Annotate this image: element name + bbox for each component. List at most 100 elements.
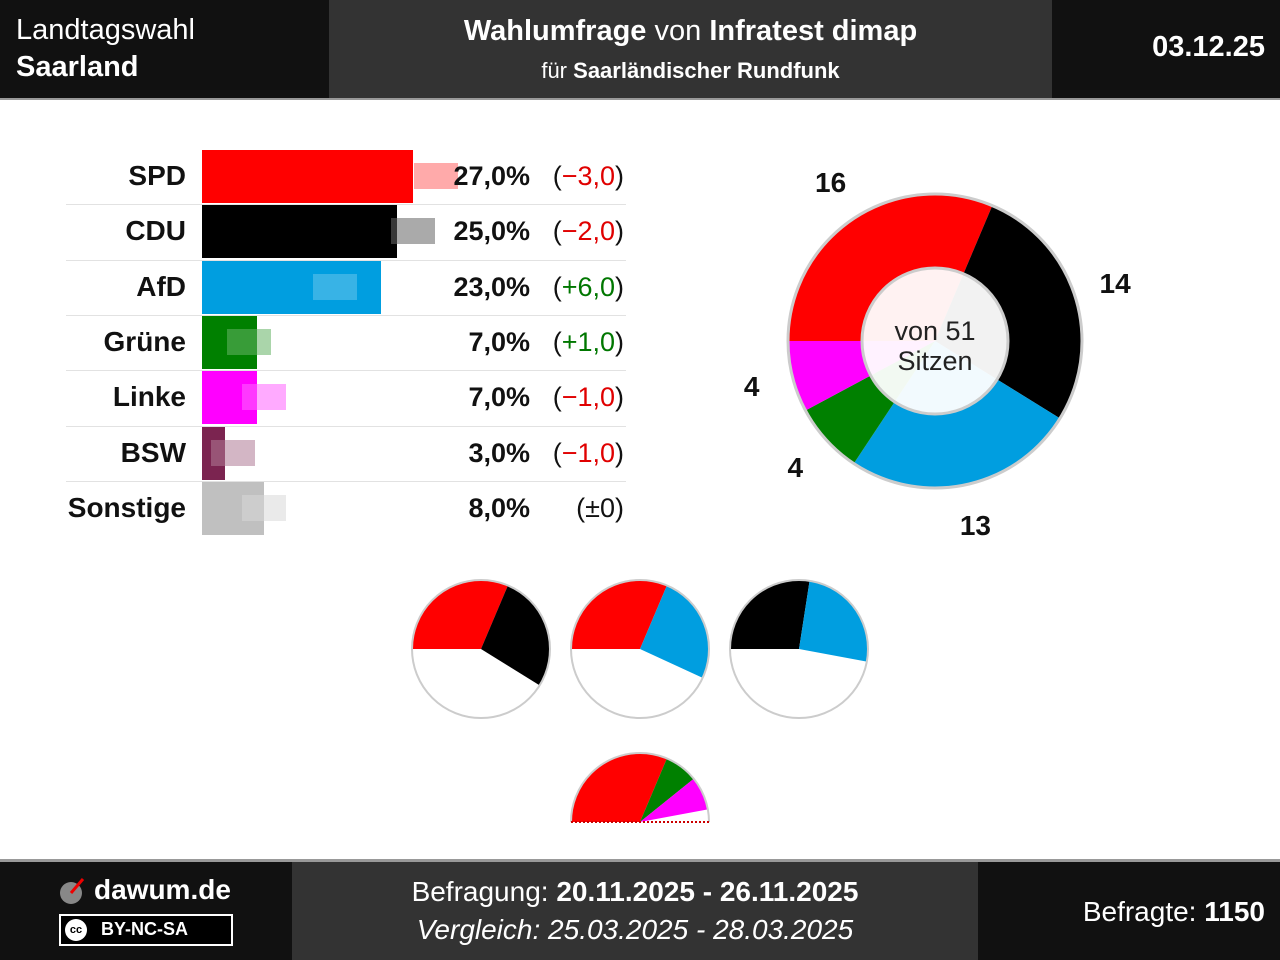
respondents-block: Befragte: 1150 xyxy=(979,862,1265,960)
coalition-outline xyxy=(729,579,869,719)
seat-center-label: von 51 Sitzen xyxy=(860,316,1010,376)
coalition-slice-afd xyxy=(640,585,710,678)
party-label-gruene: Grüne xyxy=(103,325,186,357)
coalition-slice-cdu xyxy=(481,585,550,686)
coalition-spd-gruene-linke xyxy=(570,752,710,823)
diff-label-spd: (−3,0) xyxy=(552,161,624,191)
seat-count-spd: 16 xyxy=(815,167,847,199)
compare-period: Vergleich: 25.03.2025 - 28.03.2025 xyxy=(292,914,978,946)
coalition-cdu-afd xyxy=(729,579,869,719)
previous-marker-cdu xyxy=(390,218,435,245)
page-title: Wahlumfrage von Infratest dimap xyxy=(329,15,1052,48)
compare-dates: 25.03.2025 - 28.03.2025 xyxy=(548,914,854,945)
value-label-spd: 27,0% xyxy=(453,161,530,191)
previous-marker-linke xyxy=(242,384,287,411)
row-separator xyxy=(66,480,626,482)
previous-marker-fill xyxy=(242,384,287,411)
survey-dates: 20.11.2025 - 26.11.2025 xyxy=(556,876,859,907)
header-divider xyxy=(0,98,1280,100)
survey-period: Befragung: 20.11.2025 - 26.11.2025 xyxy=(292,876,978,908)
party-label-cdu: CDU xyxy=(125,215,186,247)
value-label-cdu: 25,0% xyxy=(453,216,530,247)
party-label-afd: AfD xyxy=(136,270,186,302)
seat-count-cdu: 14 xyxy=(1099,267,1131,299)
creative-commons-icon: cc xyxy=(65,919,87,941)
previous-marker-fill xyxy=(390,218,435,245)
row-separator xyxy=(66,370,626,372)
title-word: Wahlumfrage xyxy=(463,15,647,47)
previous-marker-fill xyxy=(211,439,256,466)
title-connector: von xyxy=(654,15,702,47)
publish-date: 03.12.25 xyxy=(1152,31,1265,63)
license-text: BY-NC-SA xyxy=(101,919,189,939)
party-label-sonstige: Sonstige xyxy=(67,491,186,523)
previous-marker-bsw xyxy=(211,439,256,466)
party-label-spd: SPD xyxy=(128,160,186,191)
previous-marker-fill xyxy=(312,273,357,300)
diff-label-bsw: (−1,0) xyxy=(552,437,624,468)
party-label-bsw: BSW xyxy=(120,436,186,468)
footer-bar: dawum.de cc BY-NC-SA Befragung: 20.11.20… xyxy=(0,862,1280,960)
coalition-charts xyxy=(411,579,869,823)
value-label-afd: 23,0% xyxy=(453,271,530,302)
brand-block: dawum.de cc BY-NC-SA xyxy=(0,862,291,960)
election-label: Landtagswahl Saarland xyxy=(0,0,328,98)
value-label-linke: 7,0% xyxy=(468,382,530,413)
row-separator xyxy=(66,204,626,206)
previous-marker-fill xyxy=(242,494,287,521)
header-bar: Landtagswahl Saarland Wahlumfrage von In… xyxy=(0,0,1280,98)
coalition-slice-gruene xyxy=(640,758,694,822)
survey-period-block: Befragung: 20.11.2025 - 26.11.2025 Vergl… xyxy=(292,862,978,960)
seat-distribution-chart xyxy=(786,192,1084,490)
date-block: 03.12.25 xyxy=(1053,0,1265,98)
client-name: Saarländischer Rundfunk xyxy=(573,58,840,83)
seat-count-linke: 4 xyxy=(743,371,760,403)
row-separator xyxy=(66,259,626,261)
compare-label: Vergleich: xyxy=(416,914,541,945)
dawum-logo-icon xyxy=(60,878,85,904)
coalition-outline xyxy=(570,579,710,719)
coalition-slice-cdu xyxy=(730,580,810,649)
seat-center-hole xyxy=(860,266,1010,416)
value-label-sonstige: 8,0% xyxy=(468,492,530,523)
coalition-outline xyxy=(570,752,710,823)
coalition-spd-cdu xyxy=(411,579,551,719)
diff-label-gruene: (+1,0) xyxy=(552,326,624,357)
bar-cdu xyxy=(202,205,397,259)
bar-spd xyxy=(202,150,413,203)
coalition-slice-afd xyxy=(799,580,868,662)
page-subtitle: für Saarländischer Rundfunk xyxy=(329,58,1052,84)
row-separator xyxy=(66,314,626,316)
footer-divider xyxy=(0,859,1280,862)
seat-count-gruene: 4 xyxy=(787,452,804,484)
diff-label-sonstige: (±0) xyxy=(576,492,624,523)
respondents-value: 1150 xyxy=(1204,896,1265,927)
respondents-count: Befragte: 1150 xyxy=(1083,896,1265,928)
row-separator xyxy=(66,425,626,427)
brand-link[interactable]: dawum.de xyxy=(94,874,231,905)
subtitle-prefix: für xyxy=(541,58,568,83)
previous-marker-spd xyxy=(414,163,458,189)
coalition-spd-afd xyxy=(570,579,710,719)
title-block: Wahlumfrage von Infratest dimap für Saar… xyxy=(329,0,1052,98)
diff-label-afd: (+6,0) xyxy=(552,271,624,302)
value-label-gruene: 7,0% xyxy=(468,326,530,357)
seat-count-afd: 13 xyxy=(959,509,991,541)
previous-marker-fill xyxy=(226,328,271,355)
previous-marker-gruene xyxy=(226,328,271,355)
seat-ring-outline xyxy=(786,192,1084,490)
coalition-outline xyxy=(411,579,551,719)
seat-slice-cdu xyxy=(935,205,1082,419)
seat-slice-afd xyxy=(853,341,1060,488)
diff-label-linke: (−1,0) xyxy=(552,382,624,413)
previous-marker-fill xyxy=(414,163,458,189)
seat-total-label: von 51 xyxy=(894,316,976,346)
election-region: Saarland xyxy=(16,51,139,83)
license-badge[interactable]: cc BY-NC-SA xyxy=(59,914,233,946)
seat-unit-label: Sitzen xyxy=(897,346,973,376)
value-label-bsw: 3,0% xyxy=(468,437,530,468)
respondents-label: Befragte: xyxy=(1082,896,1197,927)
election-type: Landtagswahl xyxy=(16,14,195,46)
previous-marker-sonstige xyxy=(242,494,287,521)
party-label-linke: Linke xyxy=(112,381,186,413)
